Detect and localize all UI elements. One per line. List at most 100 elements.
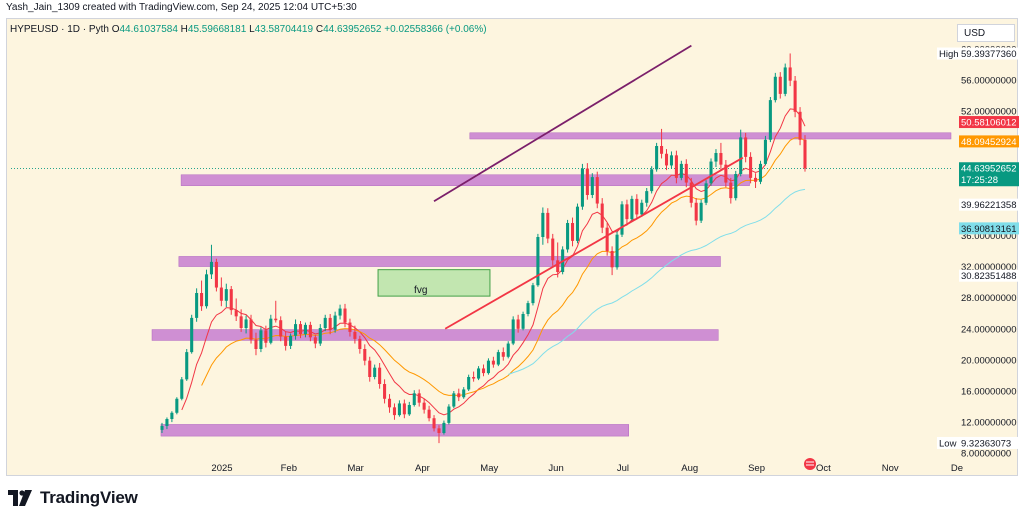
candle <box>595 171 599 209</box>
candle <box>387 394 392 413</box>
candle <box>714 149 718 167</box>
candle <box>645 188 649 207</box>
candle <box>363 344 367 366</box>
candle-body <box>185 352 189 380</box>
candle-body <box>259 330 263 349</box>
candle-body <box>353 331 357 339</box>
candle-body <box>645 191 649 203</box>
candle-body <box>274 318 278 321</box>
tradingview-logo[interactable]: TradingView <box>8 488 138 508</box>
event-marker-lines <box>806 461 814 466</box>
candle <box>313 335 317 349</box>
candle <box>744 132 748 163</box>
candle <box>239 309 243 332</box>
candle-body <box>472 377 476 379</box>
candle <box>452 391 456 409</box>
legend-close: 44.63952652 <box>323 24 382 35</box>
candle <box>689 177 693 208</box>
candle <box>269 314 273 345</box>
candle <box>669 151 673 169</box>
candle-body <box>214 261 218 288</box>
legend-o-label: O <box>111 24 120 35</box>
candle <box>308 321 312 342</box>
candle-body <box>758 163 763 182</box>
candle <box>605 223 609 256</box>
candle-body <box>773 76 777 101</box>
candle <box>798 107 802 146</box>
x-tick-label: Mar <box>347 463 363 474</box>
candle <box>392 403 397 420</box>
candle-body <box>566 223 570 250</box>
currency-button[interactable]: USD <box>957 24 1015 42</box>
candle <box>486 358 490 375</box>
candle-body <box>313 337 317 344</box>
candle-body <box>195 293 199 318</box>
candle <box>694 198 698 226</box>
ma-red-line <box>181 108 806 416</box>
candle <box>467 374 471 391</box>
chart-frame[interactable]: fvg2025FebMarAprMayJunJulAugSepOctNovDe6… <box>6 18 1019 477</box>
candle <box>739 129 743 177</box>
candle <box>511 316 515 346</box>
candle <box>541 207 545 245</box>
candle-body <box>734 174 738 199</box>
candle-body <box>714 153 718 162</box>
candle-body <box>264 330 268 343</box>
zone-32 <box>178 256 721 267</box>
level-39-label-box <box>959 198 1019 211</box>
candle-body <box>585 168 589 195</box>
y-tick-label: 8.00000000 <box>961 449 1011 460</box>
candle <box>481 364 486 377</box>
candle <box>378 363 382 389</box>
low-label-prefix: Low <box>939 438 957 449</box>
candle-body <box>417 393 421 403</box>
level-30-label: 30.82351488 <box>959 269 1019 282</box>
candle-body <box>234 310 238 317</box>
candle-body <box>739 137 743 174</box>
tradingview-mark-icon <box>8 490 32 506</box>
candle-body <box>318 328 322 344</box>
candle-body <box>536 237 540 286</box>
candle <box>457 388 461 402</box>
candle <box>566 219 570 253</box>
candle-body <box>541 212 545 237</box>
candle <box>570 217 575 247</box>
candle <box>729 177 733 204</box>
candle-body <box>595 177 599 204</box>
candle-body <box>397 403 401 416</box>
candle <box>170 411 174 423</box>
candle <box>422 398 426 414</box>
candle <box>254 332 258 356</box>
y-tick-label: 24.00000000 <box>961 324 1016 335</box>
legend-high: 45.59668181 <box>187 24 247 35</box>
candle <box>432 415 436 432</box>
candle <box>412 390 416 407</box>
candle-body <box>709 161 713 184</box>
candle-body <box>625 204 629 220</box>
high-label: High 59.39377360 <box>937 47 1019 60</box>
price-chart[interactable]: fvg2025FebMarAprMayJunJulAugSepOctNovDe6… <box>7 19 1019 477</box>
candle <box>719 142 723 171</box>
candle <box>407 401 411 416</box>
candle <box>768 97 772 143</box>
candle <box>229 286 233 315</box>
candle <box>402 399 406 419</box>
candle <box>472 371 476 382</box>
candle-body <box>180 379 184 399</box>
candle-body <box>501 352 505 357</box>
candle <box>585 163 589 200</box>
candle <box>749 152 753 184</box>
candle-body <box>793 80 797 112</box>
candle <box>620 201 624 237</box>
candle-body <box>511 319 515 344</box>
candle-body <box>328 317 332 330</box>
ma-red-label: 50.58106012 <box>959 116 1019 129</box>
candle <box>778 72 782 99</box>
fvg-label: fvg <box>414 285 427 296</box>
credit-line: Yash_Jain_1309 created with TradingView.… <box>6 2 357 13</box>
event-marker-icon <box>804 458 816 470</box>
channel-lower-line <box>444 156 744 330</box>
candle-body <box>407 405 411 415</box>
ma-red-label-box <box>959 116 1019 129</box>
channel-upper-line <box>433 44 692 202</box>
